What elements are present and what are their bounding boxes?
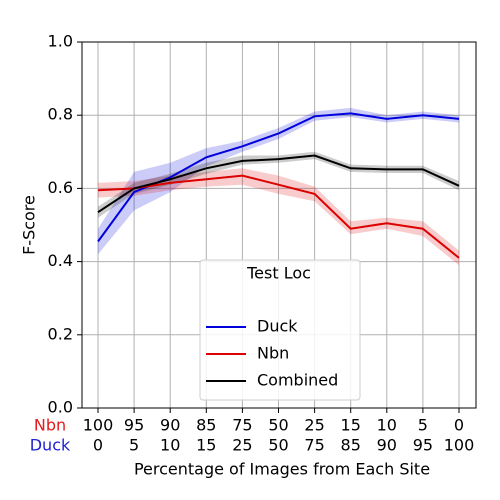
x-tick-label: 95	[124, 416, 144, 435]
legend-label: Combined	[257, 371, 338, 390]
x-tick-label: 25	[304, 416, 324, 435]
y-tick-label: 0.8	[48, 105, 73, 124]
y-tick-label: 0.6	[48, 178, 73, 197]
x-tick-label: 100	[444, 436, 475, 455]
y-axis-label: F-Score	[20, 195, 39, 255]
legend-label: Nbn	[257, 344, 289, 363]
x-tick-label: 75	[304, 436, 324, 455]
x-tick-label: 85	[341, 436, 361, 455]
x-row-name: Nbn	[34, 416, 66, 435]
series-line	[97, 174, 460, 259]
legend-title: Test Loc	[246, 264, 311, 283]
x-tick-label: 0	[454, 416, 464, 435]
legend-box	[199, 259, 361, 401]
x-row-name: Duck	[30, 436, 71, 455]
x-tick-label: 10	[160, 436, 180, 455]
x-tick-label: 75	[232, 416, 252, 435]
x-tick-label: 25	[232, 436, 252, 455]
y-tick-label: 0.0	[48, 398, 73, 417]
x-tick-label: 10	[377, 416, 397, 435]
legend-label: Duck	[257, 317, 298, 336]
x-tick-label: 5	[418, 416, 428, 435]
plot-frame	[81, 41, 477, 409]
y-tick-label: 1.0	[48, 32, 73, 51]
y-tick-label: 0.2	[48, 324, 73, 343]
x-tick-label: 95	[413, 436, 433, 455]
x-tick-label: 85	[196, 416, 216, 435]
confidence-band	[98, 107, 459, 255]
x-tick-label: 90	[160, 416, 180, 435]
x-tick-label: 50	[268, 436, 288, 455]
x-tick-label: 50	[268, 416, 288, 435]
x-tick-label: 15	[196, 436, 216, 455]
legend: Test Loc Duck Nbn Combined	[199, 259, 361, 401]
x-tick-label: 5	[129, 436, 139, 455]
x-tick-label: 100	[83, 416, 114, 435]
series-line	[97, 154, 460, 214]
x-tick-label: 15	[341, 416, 361, 435]
x-tick-label: 90	[377, 436, 397, 455]
y-tick-label: 0.4	[48, 251, 73, 270]
x-axis-label: Percentage of Images from Each Site	[134, 460, 430, 479]
confidence-band	[98, 168, 459, 266]
x-tick-label: 0	[93, 436, 103, 455]
